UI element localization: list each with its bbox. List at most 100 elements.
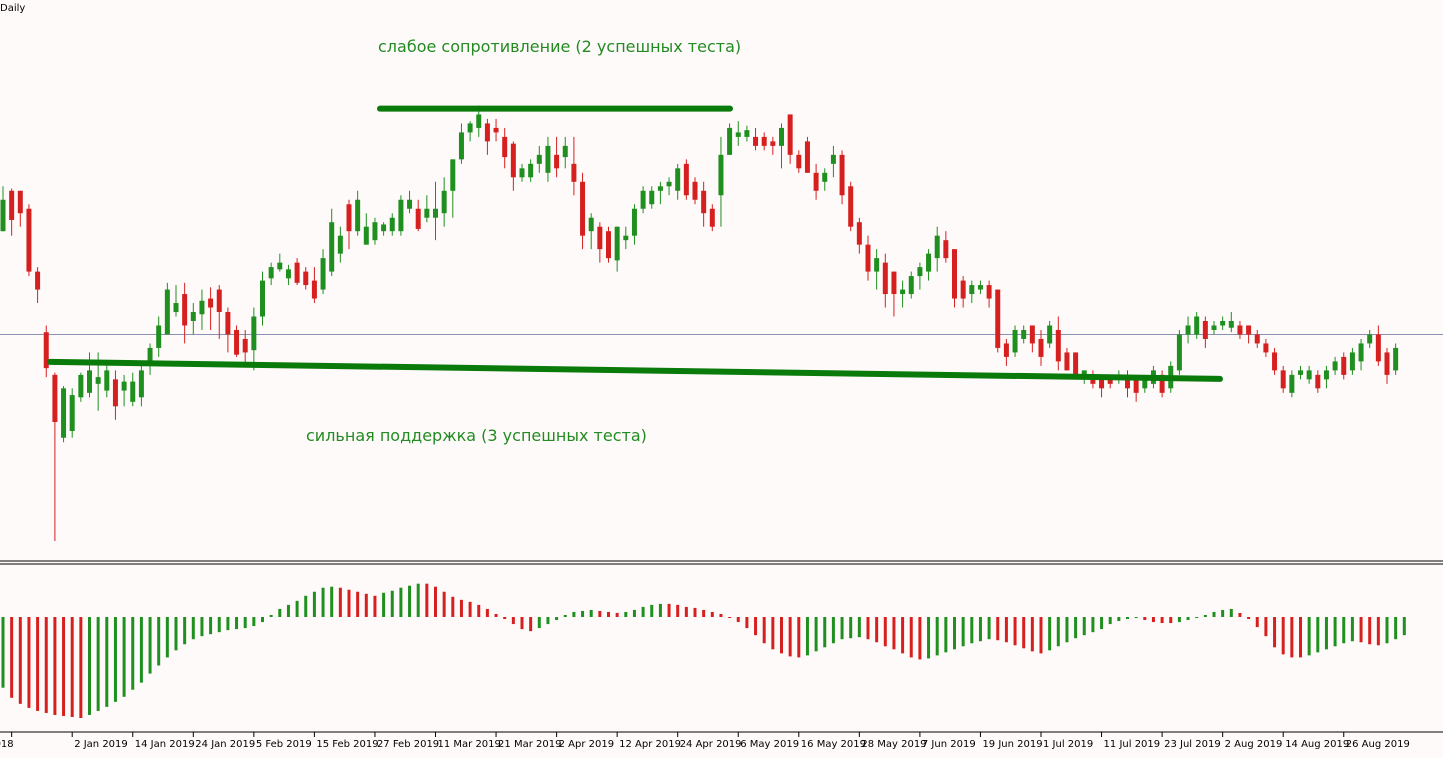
candle-body: [969, 285, 975, 295]
candle-body: [407, 199, 413, 209]
candle-body: [1375, 334, 1381, 362]
candle-body: [1358, 343, 1364, 362]
oscillator-bar: [814, 617, 818, 652]
oscillator-bar: [1290, 617, 1294, 658]
candle-body: [1237, 325, 1243, 335]
x-tick-label: 14 Jan 2019: [135, 739, 195, 750]
oscillator-bar: [546, 617, 550, 625]
candle-body: [61, 388, 67, 438]
candle-body: [510, 143, 516, 178]
candle-body: [519, 168, 525, 178]
oscillator-bar: [1169, 617, 1173, 624]
candle-body: [138, 370, 144, 398]
oscillator-bar: [1333, 617, 1337, 647]
candle-body: [1246, 325, 1252, 335]
candle-body: [882, 262, 888, 295]
candle-body: [87, 370, 92, 393]
candle-body: [467, 123, 473, 133]
oscillator-bar: [927, 617, 931, 659]
oscillator-bar: [901, 617, 905, 654]
candle-body: [1393, 347, 1399, 371]
oscillator-bar: [970, 617, 974, 644]
x-tick-label: 15 Feb 2019: [316, 739, 378, 750]
candle-body: [199, 300, 205, 315]
candle-body: [1142, 379, 1148, 389]
oscillator-bar: [1100, 617, 1104, 630]
candle-body: [1220, 320, 1226, 326]
candle-body: [1323, 370, 1329, 380]
oscillator-bar: [771, 617, 775, 650]
candle-body: [554, 154, 560, 169]
oscillator-bar: [148, 617, 152, 674]
oscillator-bar: [840, 617, 844, 640]
candle-body: [770, 141, 776, 146]
candle-body: [839, 154, 845, 196]
candle-body: [17, 190, 23, 214]
oscillator-bar: [857, 617, 861, 638]
candle-body: [303, 271, 309, 286]
oscillator-bar: [399, 587, 403, 617]
candle-body: [952, 249, 957, 299]
candle-body: [1099, 379, 1105, 389]
oscillator-bar: [62, 617, 66, 716]
candle-body: [216, 289, 222, 313]
oscillator-bar: [503, 617, 507, 620]
candle-body: [1176, 334, 1182, 371]
oscillator-bar: [79, 617, 83, 718]
oscillator-bar: [797, 617, 801, 658]
oscillator-bar: [875, 617, 879, 643]
oscillator-bar: [330, 586, 334, 617]
oscillator-bar: [892, 617, 896, 650]
oscillator-bar: [866, 617, 870, 640]
oscillator-bar: [1376, 617, 1380, 646]
x-tick-label: 24 Jan 2019: [195, 739, 255, 750]
candle-body: [900, 289, 906, 295]
oscillator-bar: [70, 617, 74, 717]
oscillator-bar: [953, 617, 956, 650]
candle-body: [1298, 370, 1303, 375]
candle-body: [1263, 343, 1269, 353]
x-tick-label: 28 May 2019: [861, 739, 926, 750]
oscillator-bar: [347, 589, 351, 617]
candle-body: [727, 127, 733, 155]
oscillator-bar: [589, 609, 593, 617]
oscillator-bar: [883, 617, 887, 647]
candle-body: [701, 190, 707, 214]
candle-body: [1064, 352, 1070, 371]
oscillator-bar: [944, 617, 948, 653]
candle-body: [986, 285, 992, 299]
candle-body: [666, 181, 672, 187]
oscillator-bar: [650, 604, 654, 617]
oscillator-bar: [36, 617, 40, 711]
candle-body: [917, 267, 923, 277]
oscillator-bar: [719, 613, 723, 617]
candle-body: [1289, 374, 1295, 393]
oscillator-bar: [1212, 611, 1216, 617]
oscillator-bar: [736, 617, 740, 623]
x-tick-label: 11 Jul 2019: [1104, 739, 1161, 750]
oscillator-bar: [278, 608, 282, 617]
candle-body: [121, 381, 127, 391]
oscillator-bar: [1324, 617, 1328, 650]
x-tick-label: 23 Jul 2019: [1164, 739, 1221, 750]
candle-body: [476, 114, 482, 128]
oscillator-bar: [1229, 608, 1233, 617]
candle-body: [0, 199, 6, 232]
candle-body: [623, 235, 629, 241]
x-tick-label: 5 Feb 2019: [256, 739, 312, 750]
candle-body: [1332, 361, 1338, 371]
oscillator-bar: [1255, 617, 1259, 628]
oscillator-bar: [581, 610, 585, 617]
candle-body: [562, 145, 568, 158]
oscillator-bar: [563, 614, 567, 617]
candle-body: [545, 145, 551, 173]
candle-body: [1349, 352, 1355, 371]
oscillator-bar: [442, 591, 446, 617]
oscillator-bar: [537, 617, 541, 629]
x-tick-label: 2 Aug 2019: [1225, 739, 1283, 750]
oscillator-bar: [1316, 617, 1320, 653]
oscillator-bar: [200, 617, 204, 637]
candle-body: [1055, 329, 1061, 362]
candle-body: [1073, 352, 1079, 380]
candle-body: [709, 208, 715, 227]
